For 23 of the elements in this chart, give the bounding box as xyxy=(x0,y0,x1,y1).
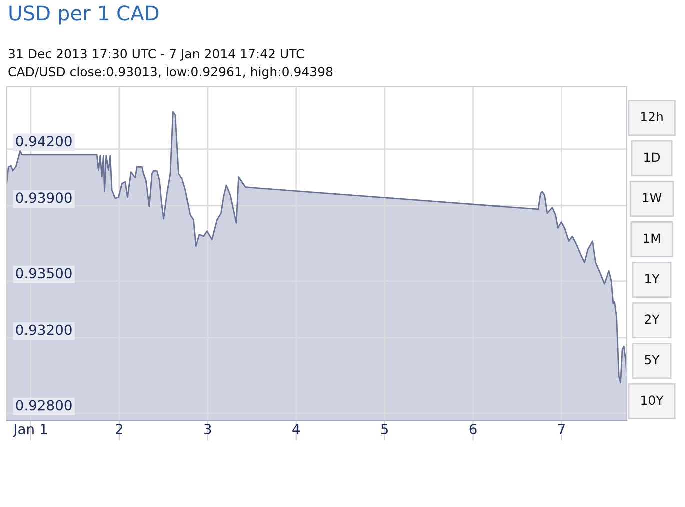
y-tick-label: 0.93500 xyxy=(16,268,72,279)
y-tick-label: 0.93900 xyxy=(16,192,72,204)
y-tick-label: 0.92800 xyxy=(16,400,72,411)
x-tick-label: 6 xyxy=(470,424,477,435)
text: 1Y xyxy=(646,274,660,284)
chart-title: USD per 1 CAD xyxy=(10,6,159,25)
x-tick-label: 3 xyxy=(204,424,212,435)
x-tick-label: 4 xyxy=(292,424,300,434)
x-tick-label: 7 xyxy=(558,424,565,434)
x-tick-label: 2 xyxy=(116,424,122,434)
text: CAD/USD close:0.93013, low:0.92961, high:0.94398 xyxy=(8,66,333,80)
x-tick-label: Jan 1 xyxy=(12,424,48,438)
chart-subtitle: 31 Dec 2013 17:30 UTC - 7 Jan 2014 17:42 UTC xyxy=(8,49,304,61)
text: 10Y xyxy=(642,396,664,406)
text: 1W xyxy=(643,193,662,202)
text: 2Y xyxy=(645,314,660,324)
text: 1M xyxy=(644,234,660,243)
x-tick-label: 5 xyxy=(381,424,388,435)
text: 5Y xyxy=(645,355,660,365)
y-tick-label: 0.94200 xyxy=(16,136,72,147)
text: 1D xyxy=(644,152,660,162)
y-tick-label: 0.93200 xyxy=(16,324,72,336)
text: 12h xyxy=(641,112,663,122)
